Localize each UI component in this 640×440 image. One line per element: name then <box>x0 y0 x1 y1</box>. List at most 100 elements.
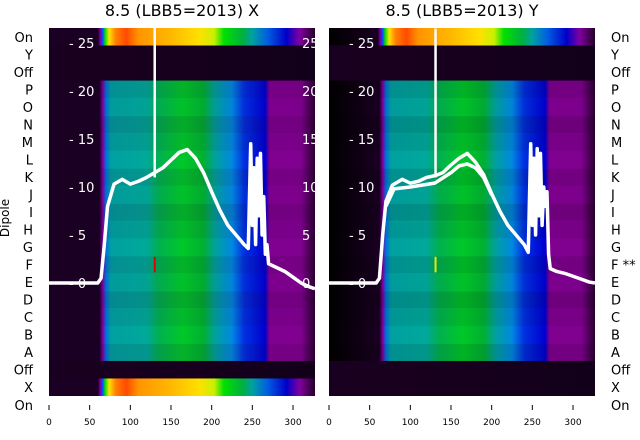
row-label: K <box>611 171 620 186</box>
x-tick-label: 0 <box>326 418 332 428</box>
heatmap-row <box>49 98 315 117</box>
x-tick-label: 250 <box>524 418 541 428</box>
row-label: L <box>26 153 34 168</box>
x-tick-label: 300 <box>284 418 301 428</box>
row-label: Off <box>14 66 34 81</box>
row-label: N <box>611 118 621 133</box>
row-label: Off <box>611 66 631 81</box>
row-label: H <box>23 224 33 239</box>
row-label: On <box>611 399 629 414</box>
row-label: Off <box>14 364 34 379</box>
row-label: J <box>610 188 615 203</box>
heatmap-row <box>329 98 595 117</box>
heatmap-row <box>329 238 595 257</box>
heatmap-row <box>49 308 315 327</box>
row-label: On <box>15 31 33 46</box>
panel-1: - 0- 5- 10- 15- 20- 25 OnYOffPONMLKJIHGF … <box>326 28 636 428</box>
row-label: P <box>611 83 619 98</box>
overlay-tick-label: - 5 <box>69 229 86 244</box>
trace-mean <box>49 142 316 291</box>
x-tick-label: 200 <box>203 418 220 428</box>
row-label: C <box>24 311 33 326</box>
row-label: D <box>23 294 33 309</box>
heatmap-row <box>329 28 595 47</box>
y-axis-label: Dipole <box>0 199 12 237</box>
heatmap-row <box>329 343 595 362</box>
overlay-tick-label-right: 10 <box>302 181 319 196</box>
heatmap-row <box>49 273 315 292</box>
heatmap-row <box>49 378 315 396</box>
row-label: X <box>611 381 620 396</box>
row-label: M <box>22 136 33 151</box>
row-label: C <box>611 311 620 326</box>
x-tick-label: 150 <box>442 418 459 428</box>
heatmap-row <box>49 360 315 379</box>
heatmap-row <box>329 290 595 309</box>
heatmap-row <box>329 133 595 152</box>
row-label: O <box>23 101 33 116</box>
row-label: E <box>25 276 33 291</box>
heatmap-row <box>329 115 595 134</box>
row-label: Off <box>611 364 631 379</box>
row-label: A <box>24 346 33 361</box>
row-label: A <box>611 346 620 361</box>
row-label: O <box>611 101 621 116</box>
overlay-tick-label: - 10 <box>349 181 374 196</box>
heatmap-row <box>329 325 595 344</box>
heatmap-row <box>49 133 315 152</box>
row-label: D <box>611 294 621 309</box>
panel-0: - 0 0- 5 5- 10 10- 15 15- 20 20- 25 25OnYOffPO… <box>14 23 319 428</box>
overlay-tick-label: - 20 <box>349 85 374 100</box>
row-label: M <box>611 136 622 151</box>
row-label: On <box>611 31 629 46</box>
overlay-tick-label-right: 5 <box>302 229 310 244</box>
row-label: G <box>23 241 33 256</box>
panel-title-x: 8.5 (LBB5=2013) X <box>105 1 259 20</box>
row-label: H <box>611 224 621 239</box>
row-label: F ** <box>611 259 636 274</box>
overlay-tick-label-right: 20 <box>302 85 319 100</box>
x-tick-label: 100 <box>402 418 419 428</box>
heatmap-row <box>49 203 315 222</box>
row-label: L <box>611 153 619 168</box>
heatmap-row <box>49 45 315 64</box>
heatmap-row <box>329 203 595 222</box>
heatmap-row <box>49 28 315 47</box>
overlay-tick-label: - 10 <box>69 181 94 196</box>
heatmap-row <box>329 308 595 327</box>
heatmap-row <box>49 255 315 274</box>
x-tick-label: 150 <box>162 418 179 428</box>
heatmap-row <box>329 63 595 82</box>
row-label: I <box>29 206 33 221</box>
overlay-tick-label: - 15 <box>349 133 374 148</box>
trace-low <box>384 162 494 207</box>
panel-title-y: 8.5 (LBB5=2013) Y <box>385 1 538 20</box>
heatmap-row <box>329 360 595 379</box>
heatmap-row <box>329 255 595 274</box>
overlay-tick-label-right: 25 <box>302 37 319 52</box>
heatmap-row <box>329 273 595 292</box>
x-tick-label: 50 <box>84 418 96 428</box>
row-label: I <box>611 206 615 221</box>
heatmap-row <box>49 63 315 82</box>
heatmap-row <box>329 220 595 239</box>
x-tick-label: 200 <box>483 418 500 428</box>
overlay-tick-label: - 25 <box>349 37 374 52</box>
row-label: X <box>24 381 33 396</box>
heatmap-row <box>49 150 315 169</box>
heatmap-row <box>329 45 595 64</box>
heatmap-row <box>49 290 315 309</box>
row-label: P <box>25 83 33 98</box>
overlay-tick-label: - 25 <box>69 37 94 52</box>
row-label: K <box>24 171 33 186</box>
heatmap-row <box>49 115 315 134</box>
overlay-tick-label: - 20 <box>69 85 94 100</box>
row-label: J <box>28 188 33 203</box>
x-tick-label: 100 <box>122 418 139 428</box>
row-label: B <box>24 329 33 344</box>
heatmap-row <box>49 343 315 362</box>
row-label: Y <box>610 48 619 63</box>
x-tick-label: 50 <box>364 418 376 428</box>
row-label: E <box>611 276 619 291</box>
